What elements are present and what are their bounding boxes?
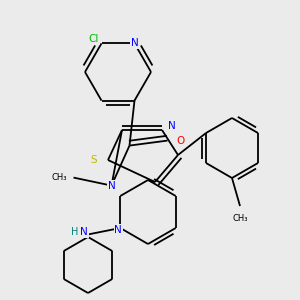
- Text: CH₃: CH₃: [52, 173, 68, 182]
- Text: N: N: [80, 227, 88, 237]
- Text: O: O: [176, 136, 184, 146]
- Text: S: S: [91, 155, 97, 165]
- Text: N: N: [168, 121, 176, 131]
- Text: H: H: [70, 227, 78, 237]
- Text: Cl: Cl: [88, 34, 99, 44]
- Text: CH₃: CH₃: [232, 214, 248, 223]
- Text: N: N: [108, 181, 116, 190]
- Text: N: N: [130, 38, 138, 48]
- Text: N: N: [114, 225, 122, 235]
